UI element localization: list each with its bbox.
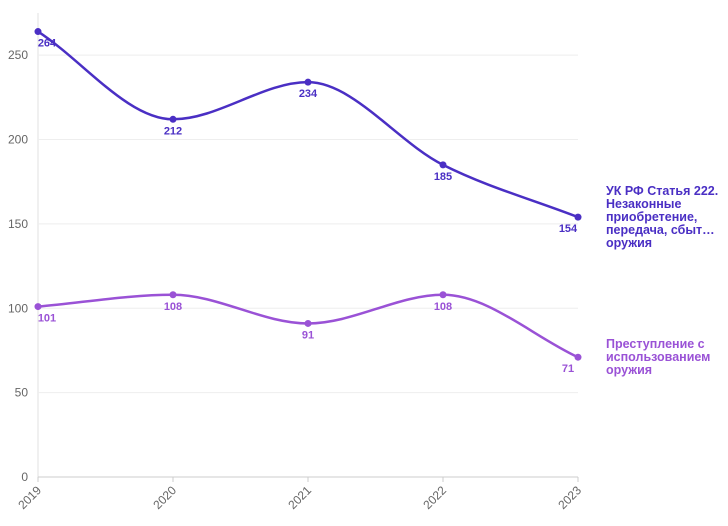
data-label: 108 xyxy=(164,301,182,313)
series-legend-line: передача, сбыт… xyxy=(606,223,715,237)
data-point xyxy=(304,319,312,327)
data-point xyxy=(574,353,582,361)
data-label: 185 xyxy=(434,171,452,183)
y-tick-label: 200 xyxy=(8,133,28,147)
data-label: 71 xyxy=(562,363,574,375)
data-label: 101 xyxy=(38,313,56,325)
series-legend-label: УК РФ Статья 222. Незаконные приобретение,… xyxy=(606,184,718,250)
series-line xyxy=(37,30,579,219)
data-point xyxy=(439,161,447,169)
y-tick-label: 50 xyxy=(15,386,29,400)
y-tick-label: 0 xyxy=(21,470,28,484)
data-label: 108 xyxy=(434,301,452,313)
data-point xyxy=(574,213,582,221)
x-tick-label: 2023 xyxy=(555,483,584,512)
series-legend-line: приобретение, xyxy=(606,210,697,224)
data-point xyxy=(169,291,177,299)
data-point xyxy=(169,115,177,123)
x-tick-label: 2021 xyxy=(285,483,314,512)
data-point xyxy=(439,291,447,299)
series-legend-line: УК РФ Статья 222. xyxy=(606,184,718,198)
y-tick-label: 150 xyxy=(8,217,28,231)
data-point xyxy=(34,303,42,311)
x-tick-label: 2020 xyxy=(150,483,179,512)
y-tick-label: 250 xyxy=(8,48,28,62)
data-point xyxy=(304,78,312,86)
data-label: 154 xyxy=(559,223,578,235)
series-legend-line: Незаконные xyxy=(606,197,681,211)
series-legend-line: использованием xyxy=(606,350,710,364)
x-tick-label: 2019 xyxy=(15,483,44,512)
data-point xyxy=(34,28,42,36)
y-tick-label: 100 xyxy=(8,301,28,315)
series-legend-line: оружия xyxy=(606,236,652,250)
data-label: 264 xyxy=(38,38,57,50)
x-tick-label: 2022 xyxy=(420,483,449,512)
series-legend-line: оружия xyxy=(606,363,652,377)
series-legend-label: Преступление с использованием оружия xyxy=(606,337,710,377)
series-legend-line: Преступление с xyxy=(606,337,705,351)
data-label: 212 xyxy=(164,125,182,137)
data-label: 234 xyxy=(299,88,318,100)
data-label: 91 xyxy=(302,329,314,341)
